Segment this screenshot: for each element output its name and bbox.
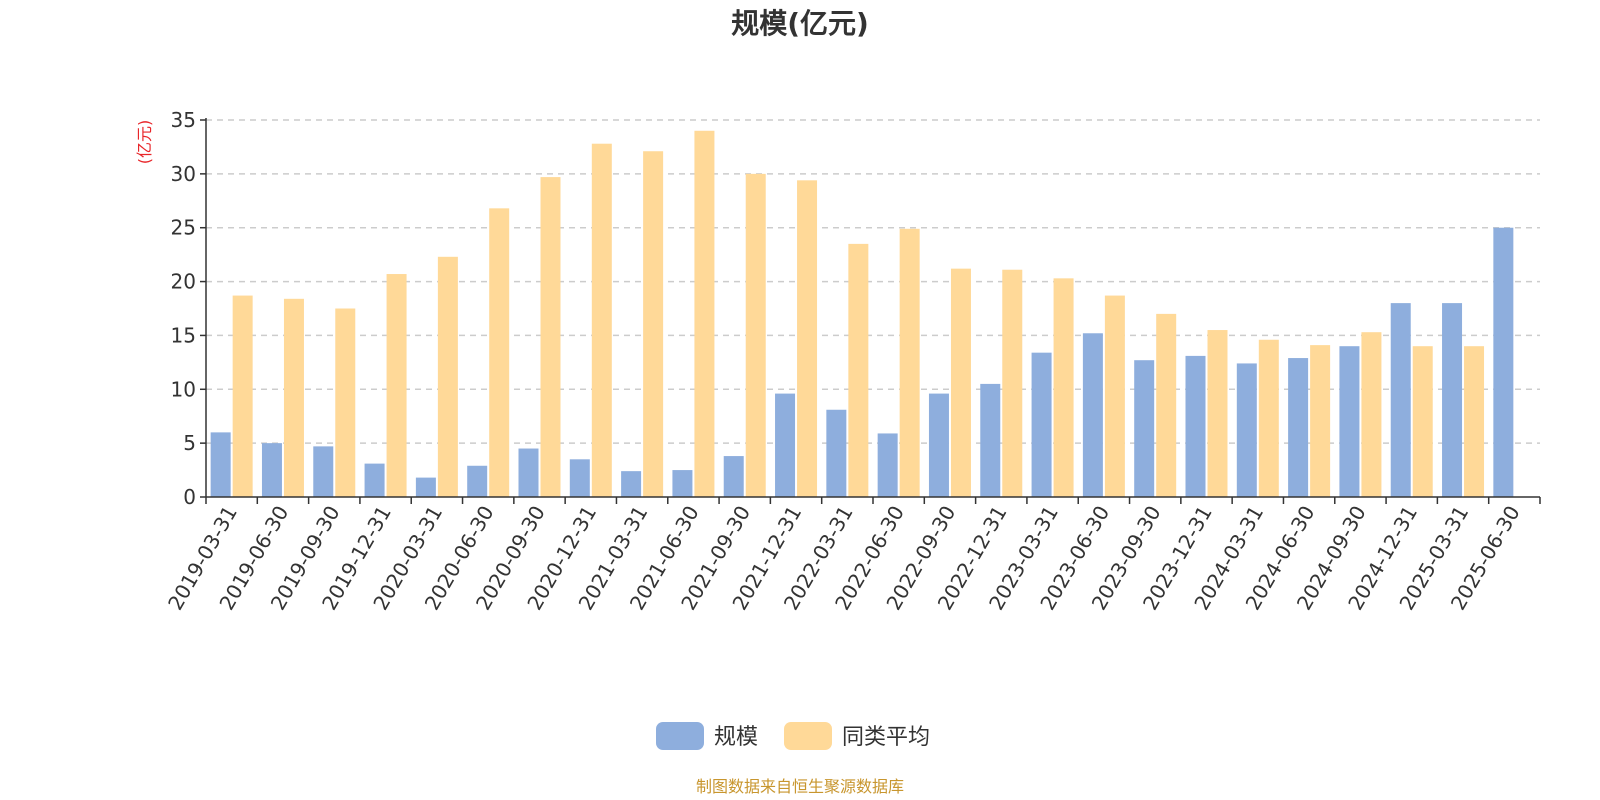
bar-peer-average-2021-06-30 — [694, 130, 715, 497]
bar-scale-2020-06-30 — [467, 465, 488, 497]
y-tick-label: 15 — [171, 323, 196, 347]
y-tick-label: 25 — [171, 216, 196, 240]
bar-peer-average-2019-06-30 — [283, 298, 304, 497]
y-tick-label: 30 — [171, 162, 196, 186]
bar-peer-average-2024-06-30 — [1310, 345, 1331, 497]
bar-peer-average-2022-06-30 — [899, 228, 920, 497]
bar-scale-2024-06-30 — [1288, 358, 1309, 497]
bar-scale-2021-06-30 — [672, 470, 693, 497]
legend-item-scale[interactable]: 规模 — [656, 722, 758, 750]
bar-scale-2020-12-31 — [569, 459, 590, 497]
bar-scale-2021-09-30 — [723, 456, 744, 497]
bar-peer-average-2024-09-30 — [1361, 332, 1382, 497]
bar-scale-2023-06-30 — [1082, 333, 1103, 497]
legend-swatch — [656, 722, 704, 750]
bar-scale-2019-09-30 — [313, 446, 334, 497]
y-axis-unit-label: (亿元) — [135, 120, 154, 165]
x-tick-labels: 2019-03-312019-06-302019-09-302019-12-31… — [163, 502, 1525, 615]
bar-scale-2021-12-31 — [775, 393, 796, 497]
bar-scale-2022-09-30 — [928, 393, 949, 497]
bar-peer-average-2022-09-30 — [950, 268, 971, 497]
bar-peer-average-2021-03-31 — [643, 151, 664, 498]
bar-scale-2020-03-31 — [415, 477, 436, 497]
bar-peer-average-2020-12-31 — [591, 143, 612, 497]
y-tick-label: 35 — [171, 108, 196, 132]
bar-peer-average-2020-06-30 — [489, 208, 510, 497]
bar-scale-2023-03-31 — [1031, 352, 1052, 497]
bar-scale-2019-06-30 — [261, 443, 282, 497]
bar-scale-2024-03-31 — [1236, 363, 1257, 497]
bar-peer-average-2025-03-31 — [1464, 346, 1485, 497]
series-peer-average — [232, 130, 1485, 498]
bar-scale-2024-12-31 — [1390, 303, 1411, 497]
y-tick-label: 5 — [183, 431, 196, 455]
bar-peer-average-2020-03-31 — [437, 256, 458, 497]
bar-peer-average-2019-12-31 — [386, 274, 407, 497]
bar-peer-average-2023-09-30 — [1156, 313, 1177, 497]
bar-peer-average-2019-03-31 — [232, 295, 253, 497]
bar-scale-2022-06-30 — [877, 433, 898, 497]
bar-scale-2021-03-31 — [621, 471, 642, 497]
bar-peer-average-2019-09-30 — [335, 308, 356, 497]
bar-peer-average-2023-06-30 — [1104, 295, 1125, 497]
legend-item-peer-average[interactable]: 同类平均 — [784, 722, 930, 750]
bar-peer-average-2022-12-31 — [1002, 269, 1023, 497]
bar-peer-average-2024-03-31 — [1258, 339, 1279, 497]
legend-label: 同类平均 — [842, 725, 930, 750]
bar-scale-2023-12-31 — [1185, 355, 1206, 497]
y-tick-label: 20 — [171, 270, 196, 294]
chart-title: 规模(亿元) — [731, 7, 869, 40]
bar-scale-2022-12-31 — [980, 383, 1001, 497]
legend-swatch — [784, 722, 832, 750]
legend-label: 规模 — [714, 725, 758, 750]
bar-scale-2023-09-30 — [1134, 360, 1155, 497]
bar-peer-average-2020-09-30 — [540, 177, 561, 498]
bar-scale-2025-06-30 — [1493, 227, 1514, 497]
bar-scale-2022-03-31 — [826, 409, 847, 497]
bar-scale-2025-03-31 — [1442, 303, 1463, 497]
y-tick-label: 10 — [171, 377, 196, 401]
bars — [210, 130, 1514, 498]
bar-scale-2024-09-30 — [1339, 346, 1360, 497]
axes — [205, 118, 1541, 504]
bar-peer-average-2021-12-31 — [797, 180, 818, 497]
bar-scale-2019-03-31 — [210, 432, 231, 497]
bar-scale-2020-09-30 — [518, 448, 539, 497]
bar-peer-average-2024-12-31 — [1412, 346, 1433, 497]
bar-scale-2019-12-31 — [364, 463, 385, 497]
bar-peer-average-2023-03-31 — [1053, 278, 1074, 497]
legend: 规模 同类平均 — [656, 722, 930, 750]
y-tick-label: 0 — [183, 485, 196, 509]
source-note: 制图数据来自恒生聚源数据库 — [696, 777, 904, 796]
y-tick-labels: 0 5 10 15 20 25 30 35 — [171, 108, 206, 509]
bar-peer-average-2022-03-31 — [848, 243, 869, 497]
bar-peer-average-2023-12-31 — [1207, 330, 1228, 497]
series-scale — [210, 227, 1514, 497]
bar-peer-average-2021-09-30 — [745, 173, 766, 497]
